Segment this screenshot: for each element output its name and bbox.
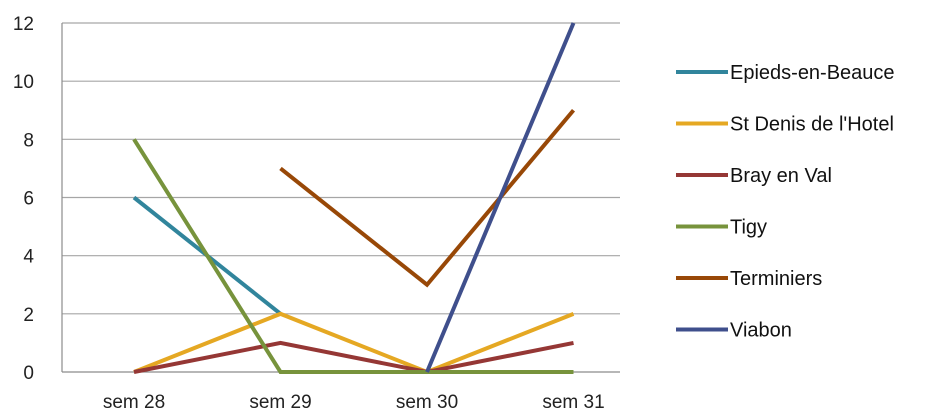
- series-line-tigy: [132, 138, 574, 374]
- legend-label: Viabon: [730, 320, 792, 342]
- series-line-viabon: [425, 22, 576, 373]
- y-tick-label: 0: [23, 363, 34, 384]
- legend-label: Terminiers: [730, 268, 822, 290]
- y-tick-label: 6: [23, 189, 34, 210]
- x-tick-label: sem 30: [396, 392, 458, 413]
- y-tick-label: 10: [13, 72, 34, 93]
- x-axis: sem 28 sem 29 sem 30 sem 31: [103, 392, 605, 413]
- y-tick-label: 12: [13, 14, 34, 35]
- legend-label: St Denis de l'Hotel: [730, 114, 894, 136]
- gridlines: [61, 22, 620, 373]
- y-axis: 0 2 4 6 8 10 12: [13, 14, 35, 384]
- y-tick-label: 2: [23, 305, 34, 326]
- x-tick-label: sem 29: [249, 392, 311, 413]
- series-lines: [132, 22, 576, 375]
- legend-label: Epieds-en-Beauce: [730, 62, 895, 84]
- x-tick-label: sem 31: [542, 392, 604, 413]
- x-tick-label: sem 28: [103, 392, 165, 413]
- y-tick-label: 4: [23, 247, 34, 268]
- legend-label: Bray en Val: [730, 165, 832, 187]
- y-tick-label: 8: [23, 130, 34, 151]
- series-line-st-denis-de-l-hotel: [133, 311, 575, 375]
- legend: Epieds-en-Beauce St Denis de l'Hotel Bray …: [676, 62, 895, 342]
- legend-label: Tigy: [730, 217, 767, 239]
- series-line-bray-en-val: [133, 340, 574, 375]
